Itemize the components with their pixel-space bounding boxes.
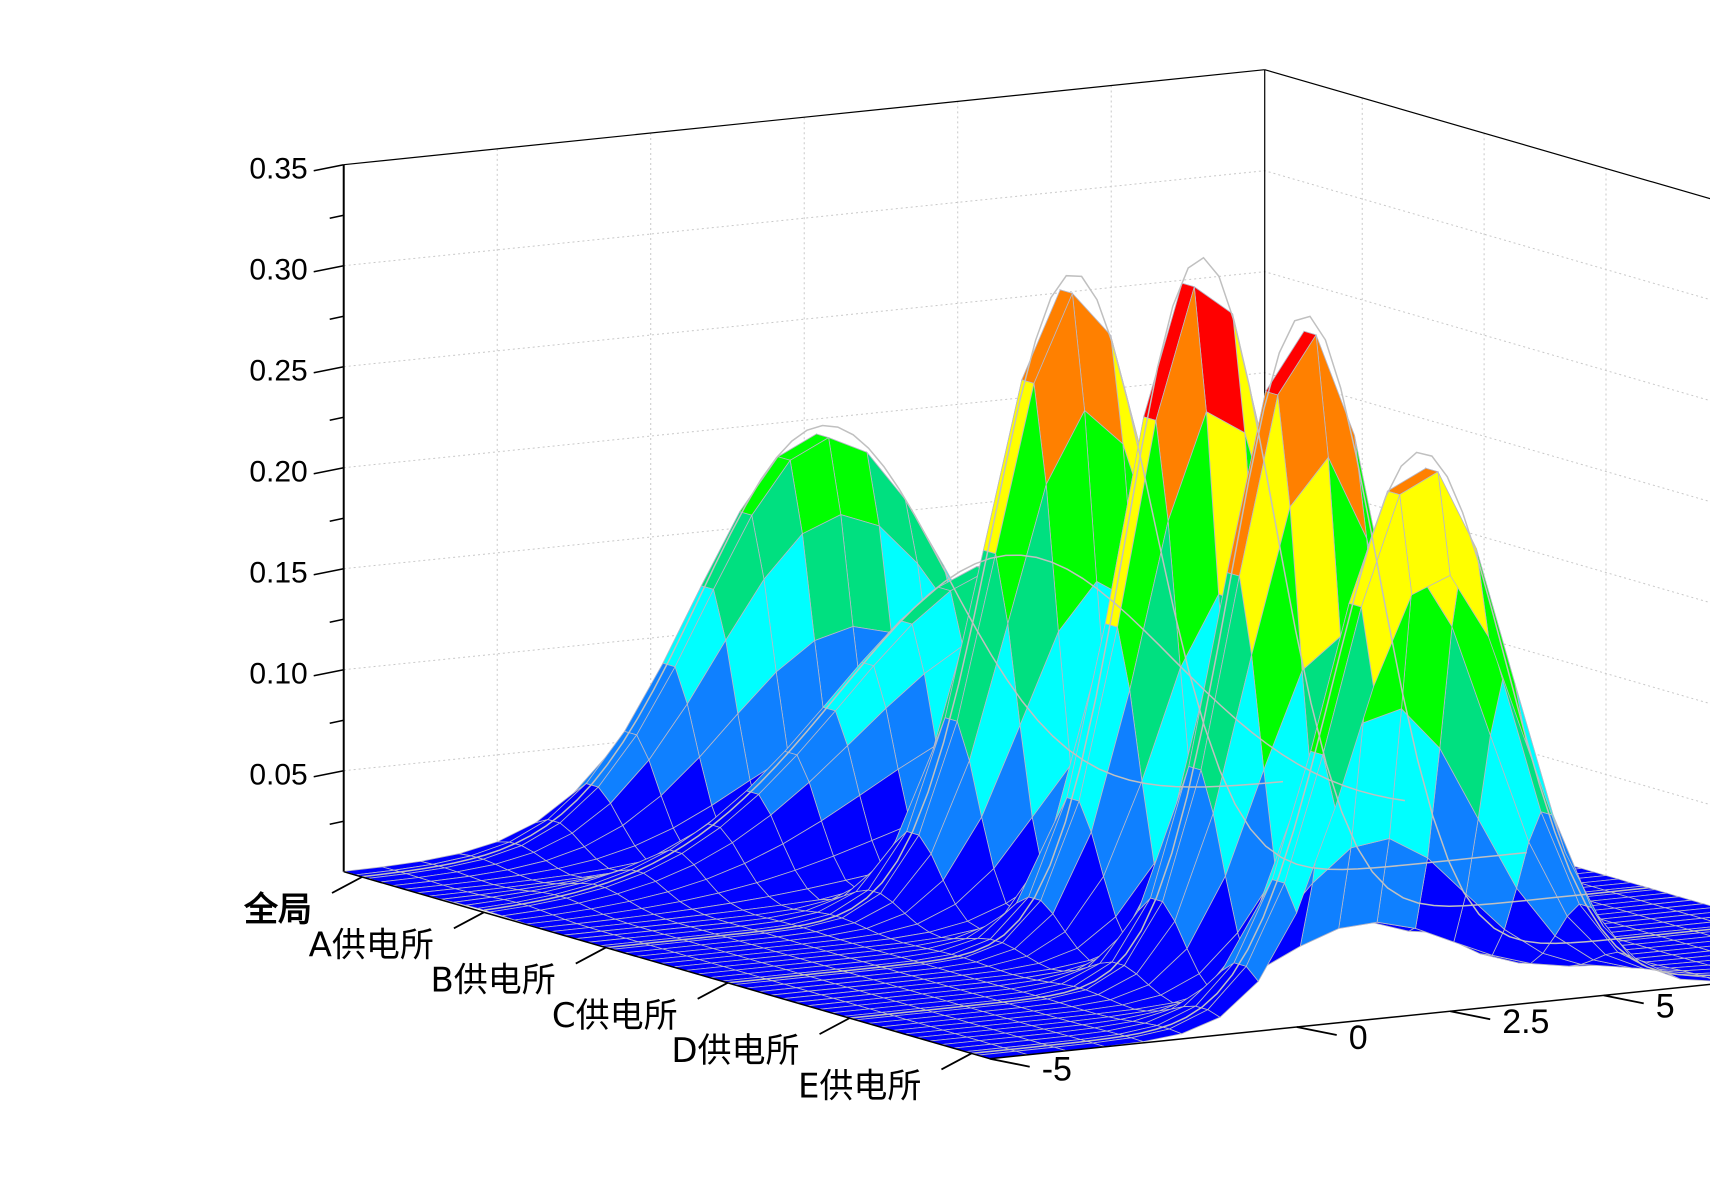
top-left-edge [343,69,1265,166]
category-label: C供电所 [552,996,678,1036]
z-tick-label: 0.20 [249,456,307,489]
category-tick [453,911,485,930]
z-tick-label: 0.10 [249,658,307,691]
y-tick [1603,994,1644,1005]
category-tick [697,982,729,1000]
peak-ridge-0 [361,424,1284,878]
z-tick-label: 0.05 [249,759,307,792]
category-tick [331,876,363,894]
category-label: D供电所 [671,1031,799,1071]
z-tick-minor [329,820,344,825]
category-label: E供电所 [798,1066,921,1106]
z-tick-major [313,769,344,778]
z-tick-major [313,567,344,576]
peak-ridge-3 [727,256,1649,984]
z-tick-minor [329,618,344,623]
peak-ridge-2 [605,274,1527,949]
y-tick-label: -5 [1042,1051,1072,1089]
category-label: A供电所 [309,925,434,965]
top-right-edge [1264,69,1710,200]
z-tick-label: 0.25 [249,355,307,388]
z-tick-major [313,365,344,374]
category-label: 全局 [243,890,312,930]
y-tick [1296,1026,1337,1036]
category-tick [575,946,607,965]
category-label: B供电所 [430,961,555,1001]
z-tick-label: 0.15 [249,557,307,590]
y-tick-label: 2.5 [1502,1003,1549,1041]
z-tick-minor [329,517,344,522]
y-tick-label: 5 [1656,987,1675,1025]
z-tick-minor [329,416,344,421]
z-tick-minor [329,719,344,724]
category-tick [819,1017,850,1035]
z-tick-label: 0.35 [249,153,307,186]
z-tick-major [313,264,344,273]
peak-ridge-4 [849,315,1710,1019]
z-tick-major [313,466,344,475]
category-axis-line [343,870,990,1060]
y-tick [989,1057,1030,1068]
z-tick-major [313,668,344,677]
y-tick [1450,1010,1491,1021]
peak-ridge-5 [971,451,1710,1055]
peak-ridge-1 [483,554,1406,911]
z-tick-major [313,163,344,172]
y-tick-label: 0 [1349,1019,1368,1057]
z-tick-minor [329,315,344,320]
z-tick-minor [329,214,344,219]
category-tick [941,1052,972,1071]
z-tick-label: 0.30 [249,254,307,287]
